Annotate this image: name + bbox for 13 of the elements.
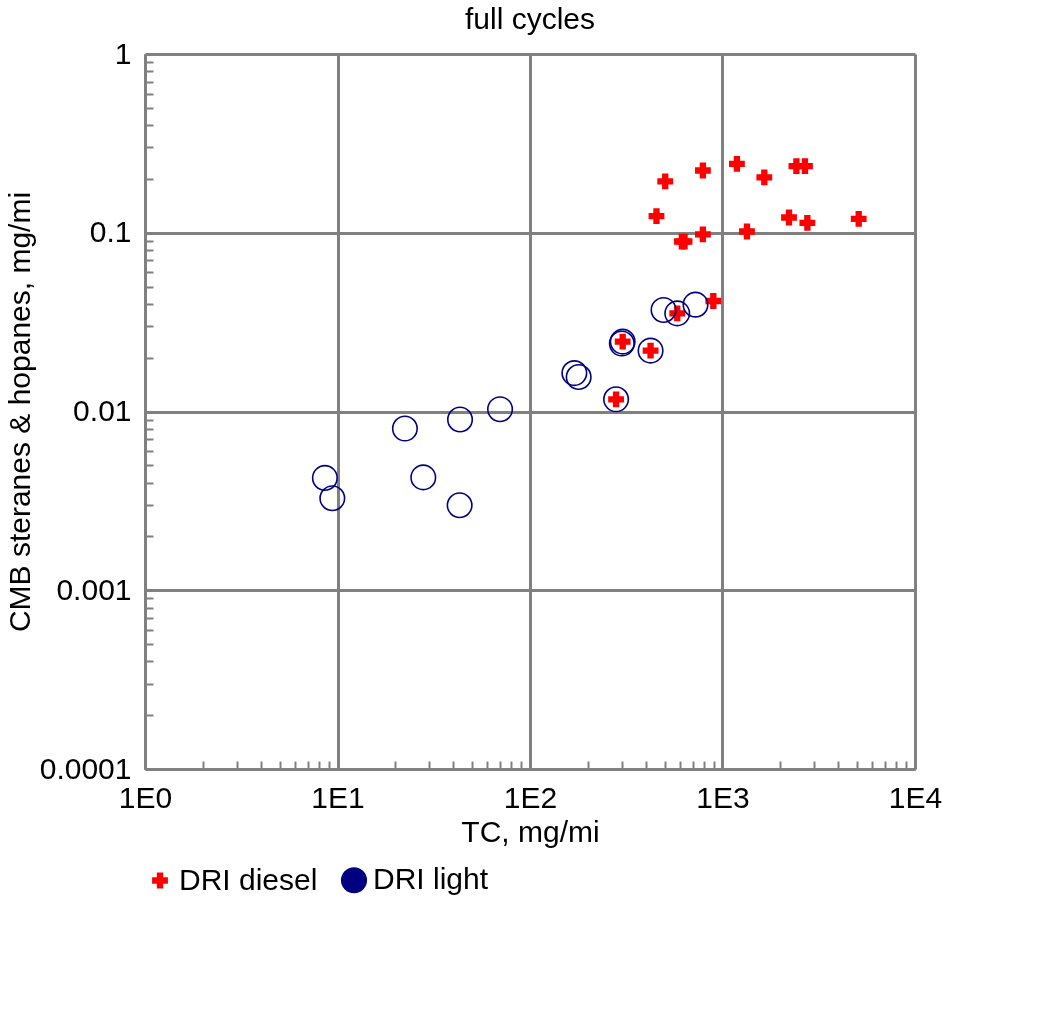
y-axis-title: CMB steranes & hopanes, mg/mi [2,191,36,633]
x-axis-title: TC, mg/mi [461,814,600,848]
y-tick-label: 0.001 [56,572,132,606]
x-tick-label: 1E4 [888,780,943,814]
x-tick-label: 1E3 [696,780,750,814]
y-tick-label: 0.01 [73,394,132,427]
legend-label: DRI diesel [179,862,318,896]
x-tick-label: 1E1 [311,780,365,814]
legend-label: DRI light [373,862,489,896]
chart-title: full cycles [464,2,596,35]
y-tick-label: 0.1 [89,215,132,249]
y-tick-label: 1 [114,36,132,70]
x-tick-label: 1E2 [503,780,558,814]
